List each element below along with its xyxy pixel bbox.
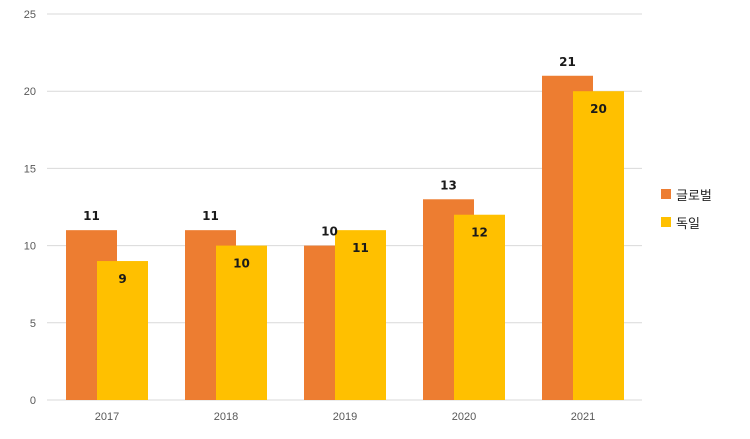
x-tick-label: 2020	[452, 411, 476, 423]
bars	[66, 75, 624, 400]
data-label: 9	[118, 272, 126, 286]
y-tick-label: 5	[30, 318, 36, 330]
y-tick-label: 25	[24, 9, 36, 21]
legend-swatch	[661, 217, 671, 227]
y-tick-label: 10	[24, 241, 36, 253]
data-label: 13	[440, 178, 457, 192]
bar-germany	[454, 214, 505, 400]
data-label: 11	[352, 241, 369, 255]
legend-swatch	[661, 189, 671, 199]
y-tick-label: 15	[24, 163, 36, 175]
x-tick-label: 2018	[214, 411, 238, 423]
data-label: 12	[471, 226, 488, 240]
y-axis-tick-labels: 0 5 10 15 20 25	[24, 9, 36, 407]
y-tick-label: 20	[24, 86, 36, 98]
data-label: 11	[202, 209, 219, 223]
x-tick-label: 2017	[95, 411, 119, 423]
data-label: 21	[559, 55, 576, 69]
x-tick-label: 2021	[571, 411, 595, 423]
legend-label: 글로벌	[676, 189, 712, 204]
x-tick-label: 2019	[333, 411, 357, 423]
data-label: 11	[83, 209, 100, 223]
data-label: 20	[590, 102, 607, 116]
legend-label: 독일	[676, 217, 700, 232]
data-label: 10	[321, 225, 338, 239]
bar-germany	[216, 245, 267, 400]
bar-germany	[335, 230, 386, 400]
data-labels: 11 11 10 13 21 9 10 11 12 20	[83, 55, 607, 286]
data-label: 10	[233, 257, 250, 271]
bar-germany	[97, 261, 148, 400]
x-axis-tick-labels: 2017 2018 2019 2020 2021	[95, 411, 595, 423]
bar-germany	[573, 91, 624, 400]
y-tick-label: 0	[30, 395, 36, 407]
